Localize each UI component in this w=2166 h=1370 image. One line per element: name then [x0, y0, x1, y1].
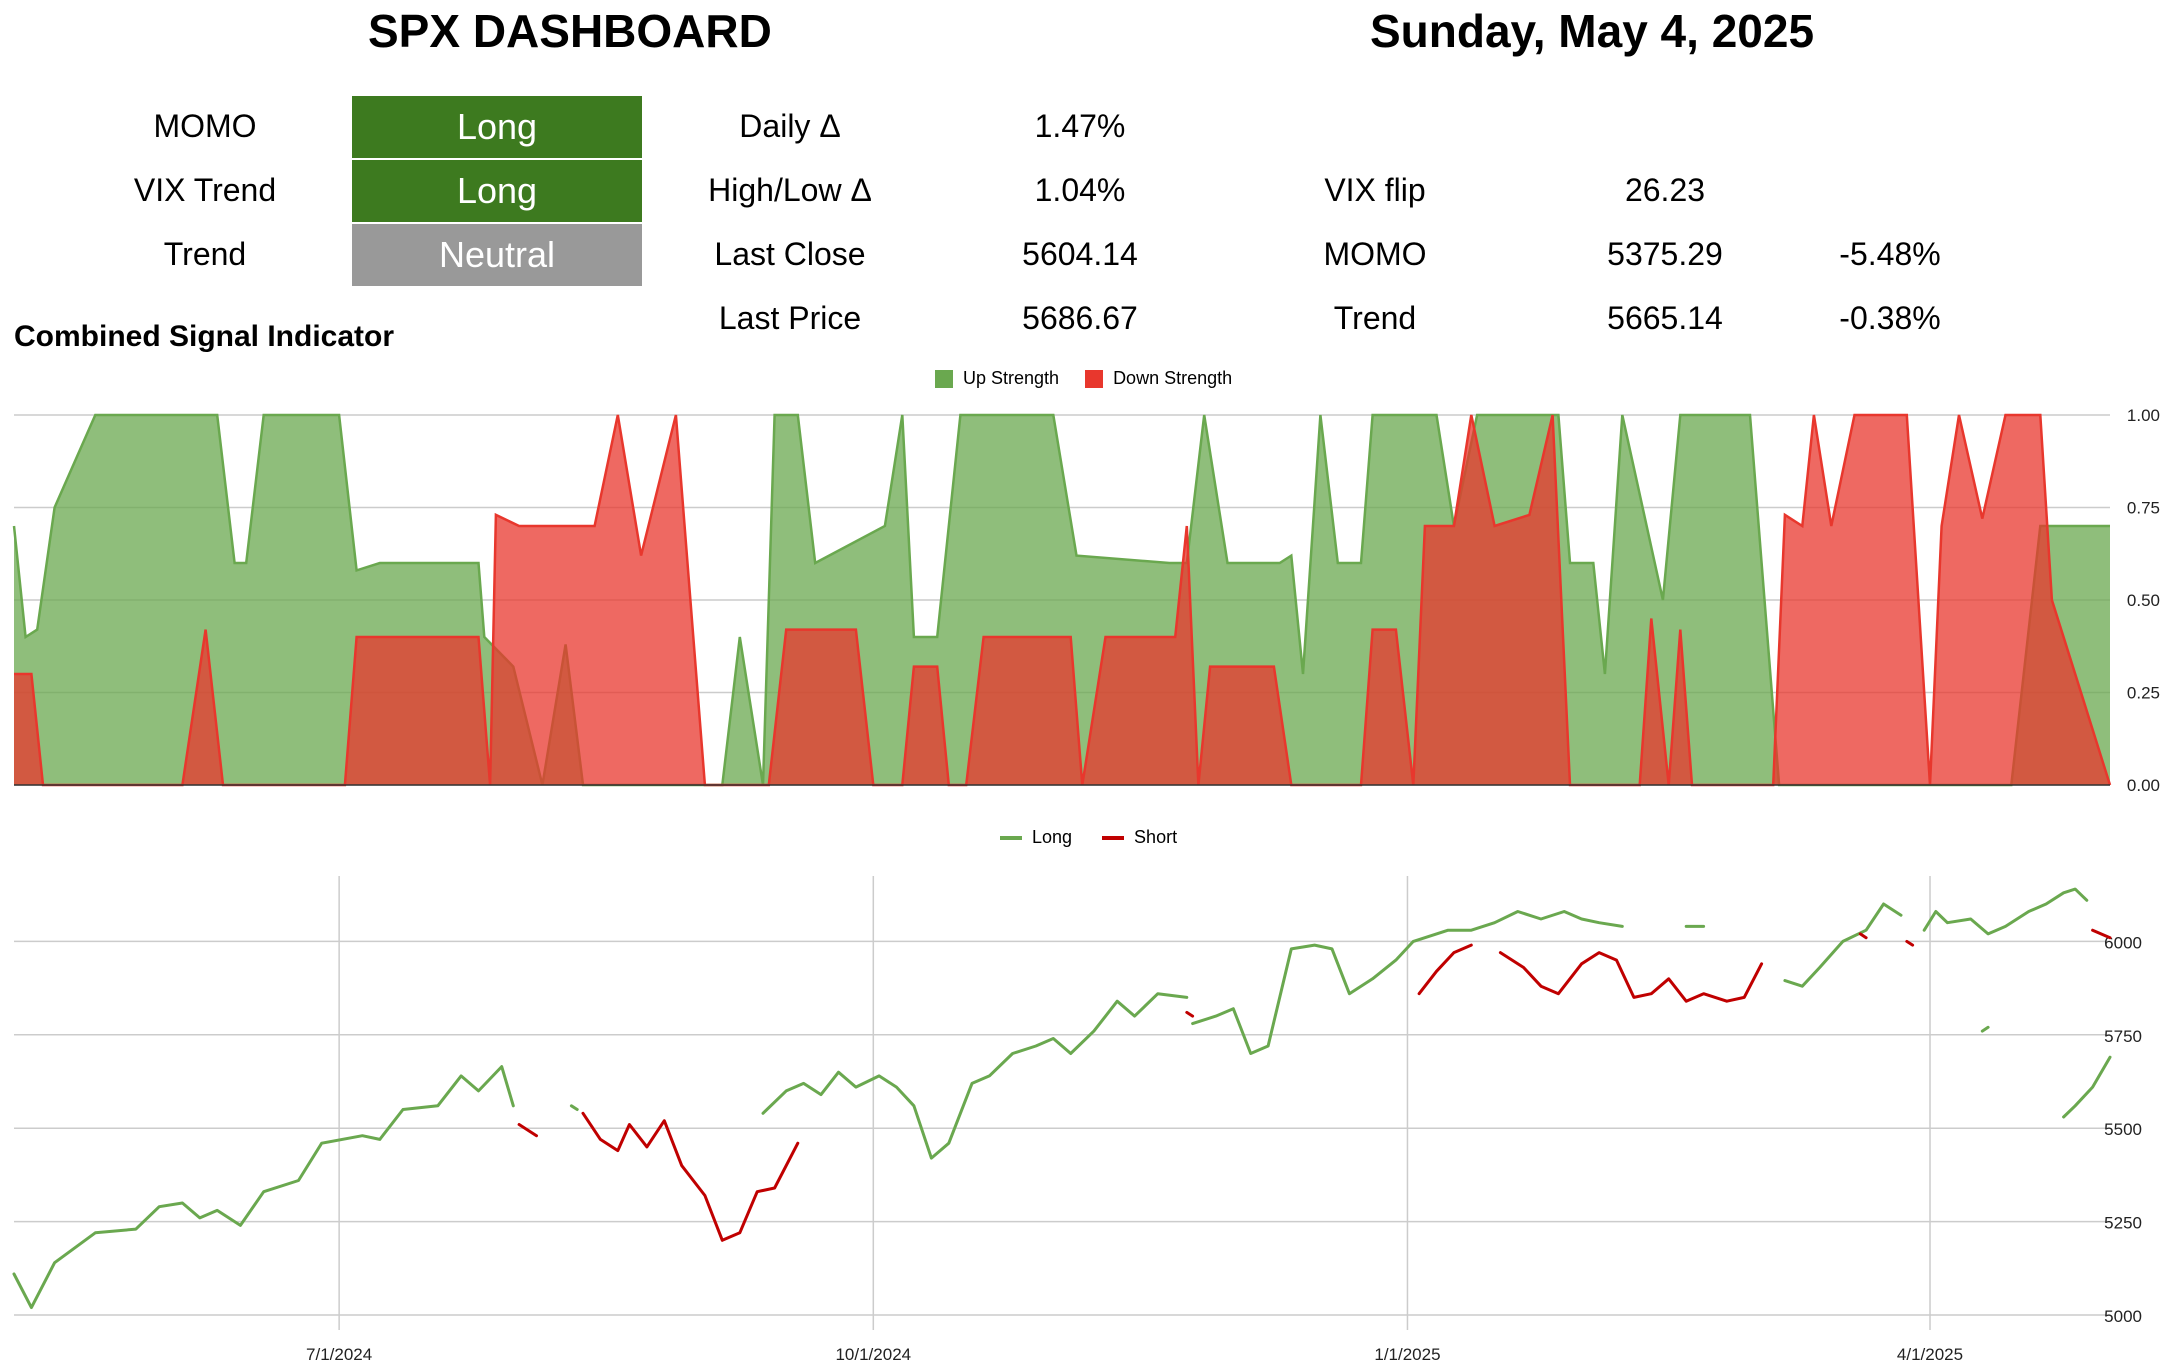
- price-legend: Long Short: [1000, 827, 1177, 848]
- legend-label-down: Down Strength: [1113, 368, 1233, 388]
- stat-value-highlow-delta: 1.04%: [1034, 172, 1126, 208]
- level-pct-momo: -5.48%: [1839, 236, 1941, 272]
- level-value-vix-flip: 26.23: [1624, 172, 1706, 208]
- stat-label-daily-delta: Daily Δ: [739, 108, 841, 144]
- dashboard-date: Sunday, May 4, 2025: [1370, 5, 1815, 57]
- short-segment: [1498, 951, 1764, 1003]
- y-tick-label: 5750: [2104, 1027, 2142, 1046]
- signal-badge-momo: Long: [352, 96, 642, 158]
- legend-swatch-down: [1085, 369, 1104, 388]
- y-tick-label: 0.50: [2127, 591, 2160, 610]
- long-segment: [569, 1104, 579, 1111]
- level-label-vix-flip: VIX flip: [1324, 172, 1426, 208]
- y-tick-label: 5000: [2104, 1307, 2142, 1326]
- y-tick-label: 0.00: [2127, 776, 2160, 795]
- legend-swatch-long: [1000, 835, 1022, 840]
- short-segment: [517, 1123, 538, 1138]
- signal-badge-trend: Neutral: [352, 224, 642, 286]
- signal-strength-chart: 0.00 0.25 0.50 0.75 1.00: [12, 406, 2160, 795]
- level-value-trend: 5665.14: [1607, 300, 1723, 336]
- legend-label-long: Long: [1032, 827, 1073, 847]
- y-tick-label: 6000: [2104, 933, 2142, 952]
- stat-label-last-price: Last Price: [718, 300, 862, 336]
- level-label-trend: Trend: [1333, 300, 1417, 336]
- signal-label-trend: Trend: [163, 236, 247, 272]
- legend-item-up[interactable]: Up Strength: [935, 368, 1059, 389]
- x-tick-label: 4/1/2025: [1897, 1345, 1963, 1364]
- long-segment: [761, 992, 1189, 1160]
- stat-value-daily-delta: 1.47%: [1034, 108, 1126, 144]
- level-label-momo: MOMO: [1323, 236, 1427, 272]
- legend-label-up: Up Strength: [963, 368, 1060, 388]
- short-segment: [581, 1111, 800, 1242]
- dashboard-title: SPX DASHBOARD: [368, 5, 772, 57]
- stat-value-last-price: 5686.67: [1022, 300, 1138, 336]
- legend-item-short[interactable]: Short: [1102, 827, 1177, 848]
- stat-value-last-close: 5604.14: [1022, 236, 1138, 272]
- long-segment: [12, 1065, 515, 1310]
- long-segment: [1922, 887, 2089, 936]
- level-pct-trend: -0.38%: [1839, 300, 1941, 336]
- y-tick-label: 0.75: [2127, 499, 2160, 518]
- legend-label-short: Short: [1134, 827, 1178, 847]
- long-segment: [1783, 902, 1903, 988]
- short-segment: [1858, 932, 1868, 940]
- long-segment: [2062, 1055, 2112, 1119]
- up-strength-area: [14, 415, 2110, 785]
- legend-item-long[interactable]: Long: [1000, 827, 1072, 848]
- down-strength-line: [14, 413, 2112, 787]
- short-segment: [2091, 928, 2112, 940]
- y-tick-label: 0.25: [2127, 684, 2160, 703]
- x-tick-label: 10/1/2024: [835, 1345, 911, 1364]
- short-segment: [1905, 939, 1915, 947]
- legend-swatch-up: [935, 369, 953, 388]
- down-strength-area: [14, 415, 2110, 785]
- section-title: Combined Signal Indicator: [14, 320, 395, 353]
- signal-label-momo: MOMO: [153, 108, 257, 144]
- strength-legend: Up Strength Down Strength: [935, 368, 1232, 389]
- signal-badge-vix-trend: Long: [352, 160, 642, 222]
- short-segment: [1417, 943, 1473, 996]
- level-value-momo: 5375.29: [1607, 236, 1723, 272]
- short-segment: [1185, 1010, 1195, 1018]
- stat-label-last-close: Last Close: [714, 236, 866, 272]
- stat-label-highlow-delta: High/Low Δ: [708, 172, 872, 208]
- long-segment: [1980, 1025, 1990, 1033]
- signal-label-vix-trend: VIX Trend: [133, 172, 277, 208]
- x-tick-label: 1/1/2025: [1374, 1345, 1440, 1364]
- legend-swatch-short: [1102, 835, 1125, 840]
- x-tick-label: 7/1/2024: [306, 1345, 372, 1364]
- long-segment: [1191, 910, 1624, 1055]
- y-tick-label: 1.00: [2127, 406, 2160, 425]
- y-tick-label: 5250: [2104, 1214, 2142, 1233]
- legend-item-down[interactable]: Down Strength: [1085, 368, 1232, 389]
- spx-price-chart: 5000 5250 5500 5750 6000 7/1/2024 10/1/2024 1/1…: [12, 876, 2142, 1364]
- y-tick-label: 5500: [2104, 1120, 2142, 1139]
- up-strength-line: [12, 413, 2110, 787]
